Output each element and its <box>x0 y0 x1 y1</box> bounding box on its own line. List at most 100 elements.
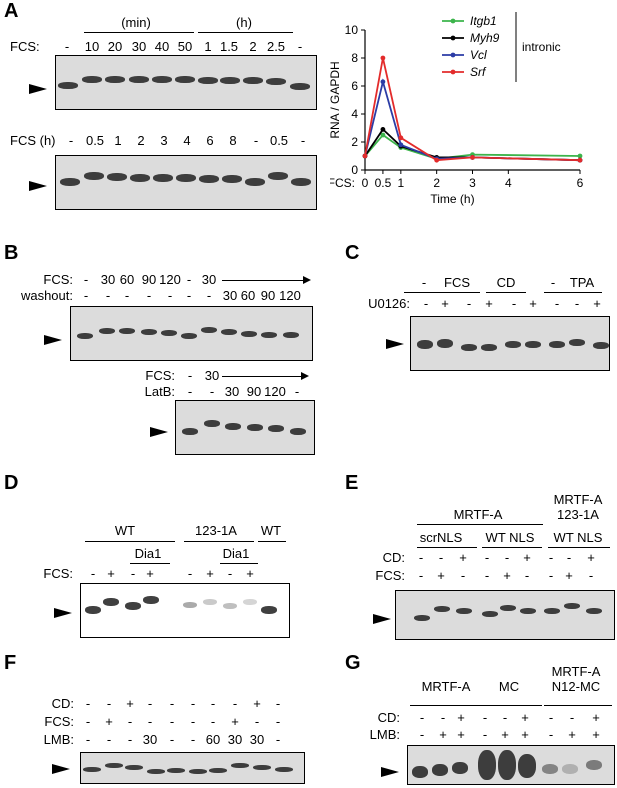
lane-label: - <box>548 710 554 725</box>
lane-label: - <box>169 732 175 747</box>
blot-c <box>410 316 610 371</box>
group-label-g3-line1: MRTF-A <box>551 664 601 679</box>
blot-band <box>199 175 219 183</box>
panel-label-a: A <box>4 0 19 22</box>
blot-band <box>153 174 173 182</box>
blot-band <box>478 750 496 780</box>
lane-label: - <box>85 714 91 729</box>
lane-label: - <box>569 710 575 725</box>
arrowhead-icon <box>301 372 309 380</box>
data-point-itgb1 <box>380 132 386 138</box>
lane-label: - <box>85 732 91 747</box>
lane-label: - <box>105 288 111 303</box>
arrow-icon <box>373 614 391 624</box>
lane-label: + <box>437 568 445 583</box>
arrow-icon <box>54 608 72 618</box>
lane-label: - <box>574 296 580 311</box>
blot-band <box>291 178 311 186</box>
panel-label-b: B <box>4 242 19 264</box>
dia1-label-2: Dia1 <box>222 546 250 561</box>
lane-label: - <box>209 384 215 399</box>
arrow-icon <box>29 181 47 191</box>
lane-label: 30 <box>204 368 220 383</box>
lane-label: - <box>169 696 175 711</box>
lane-label: + <box>126 696 134 711</box>
fcs-label-d: FCS: <box>43 566 73 581</box>
group-bar-mut <box>184 541 254 542</box>
legend-note: intronic <box>522 40 561 54</box>
lane-label: 120 <box>264 384 286 399</box>
blot-band <box>247 424 263 431</box>
lane-label: - <box>186 272 192 287</box>
blot-b-bottom <box>175 400 315 455</box>
group-label-h: (h) <box>236 15 252 30</box>
u0126-label: U0126: <box>368 296 410 311</box>
lane-label: - <box>147 714 153 729</box>
lane-label: + <box>457 727 465 742</box>
blot-band <box>414 615 430 621</box>
lane-label: 30 <box>100 272 116 287</box>
blot-band <box>107 173 127 181</box>
lane-label: 60 <box>119 272 135 287</box>
blot-band <box>141 329 157 335</box>
lane-label: + <box>231 714 239 729</box>
lane-label: - <box>127 714 133 729</box>
blot-band <box>593 342 609 349</box>
lane-label: - <box>502 710 508 725</box>
blot-band <box>129 76 149 83</box>
legend-marker-itgb1 <box>450 18 456 24</box>
group-label-g2: MC <box>498 679 520 694</box>
y-tick-label: 6 <box>351 79 358 93</box>
group-label-c: FCS <box>444 275 470 290</box>
blot-band <box>241 331 257 337</box>
lane-label: - <box>186 288 192 303</box>
blot-band <box>209 768 227 773</box>
lane-label: - <box>554 296 560 311</box>
lane-label: 90 <box>260 288 276 303</box>
lane-label: 60 <box>240 288 256 303</box>
blot-band <box>481 344 497 351</box>
group-bar-c <box>434 292 480 293</box>
blot-band <box>500 605 516 611</box>
lane-label: 30 <box>224 384 240 399</box>
lane-label: - <box>466 296 472 311</box>
arrow-line-b <box>222 280 306 281</box>
lane-label: - <box>187 368 193 383</box>
blot-band <box>505 341 521 348</box>
lane-label: - <box>423 296 429 311</box>
lane-label: + <box>253 696 261 711</box>
lane-label: 120 <box>159 272 181 287</box>
lane-label: - <box>297 39 303 54</box>
lane-label: 30 <box>142 732 158 747</box>
panel-label-f: F <box>4 652 17 674</box>
blot-band <box>544 608 560 614</box>
blot-band <box>253 765 271 770</box>
fcs-label-f: FCS: <box>44 714 74 729</box>
blot-band <box>225 423 241 430</box>
blot-band <box>461 344 477 351</box>
data-point-vcl <box>398 142 404 148</box>
lane-label: + <box>529 296 537 311</box>
group-label-e2-line2: 123-1A <box>557 507 599 522</box>
lane-label: - <box>127 732 133 747</box>
panel-label-g: G <box>345 652 361 674</box>
blot-band <box>82 76 102 83</box>
panel-label-d: D <box>4 472 19 494</box>
panel-label-c: C <box>345 242 360 264</box>
blot-d <box>80 583 290 638</box>
lane-label: + <box>206 566 214 581</box>
lane-label: - <box>206 288 212 303</box>
blot-band <box>189 769 207 774</box>
blot-band <box>586 608 602 614</box>
lane-label: 10 <box>84 39 100 54</box>
lane-label: 1 <box>204 39 212 54</box>
blot-band <box>181 333 197 339</box>
lane-label: - <box>440 710 446 725</box>
blot-band <box>452 762 468 774</box>
data-point-srf <box>577 157 583 163</box>
lane-label: - <box>146 288 152 303</box>
lane-label: 120 <box>279 288 301 303</box>
blot-band <box>167 768 185 773</box>
blot-band <box>99 328 115 334</box>
lane-label: - <box>460 568 466 583</box>
